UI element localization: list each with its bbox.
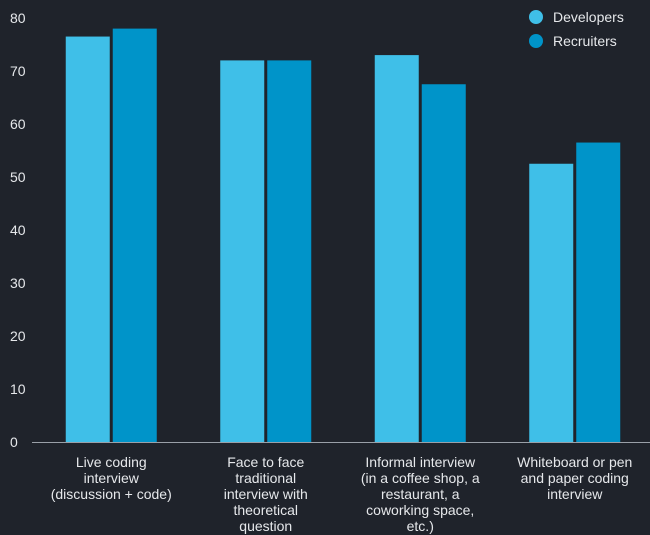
x-category-label-line: interview [84,470,140,486]
x-category-label: Whiteboard or pen and paper coding intervi… [517,454,632,502]
bar-developers-2 [220,60,265,443]
y-tick-label: 0 [10,434,18,450]
bar-recruiters-4 [576,142,621,443]
y-tick-label: 50 [10,169,26,185]
y-tick-label: 40 [10,222,26,238]
bar-developers-4 [529,163,574,442]
x-category-label: Face to face traditional interview with the… [224,454,308,534]
x-category-label-line: Face to face [227,454,304,470]
x-category-label-line: and paper coding [521,470,629,486]
x-category-label-line: question [239,518,292,534]
legend-label-developers: Developers [553,9,624,25]
bar-developers-3 [374,55,419,442]
y-tick-label: 70 [10,63,26,79]
x-axis-labels: Live coding interview (discussion + code)F… [51,454,633,534]
legend-swatch-recruiters [529,34,543,48]
x-category-label-line: Informal interview [365,454,476,470]
x-category-label-line: traditional [235,470,296,486]
x-category-label-line: restaurant, a [381,486,460,502]
x-category-label-line: interview with [224,486,308,502]
bar-developers-1 [65,36,110,443]
legend-swatch-developers [529,10,543,24]
x-category-label-line: coworking space, [366,502,474,518]
y-tick-label: 10 [10,381,26,397]
y-axis: 0 10 20 30 40 50 60 70 80 [10,10,26,450]
x-category-label-line: (discussion + code) [51,486,172,502]
x-category-label: Informal interview (in a coffee shop, a re… [361,454,480,534]
x-category-label-line: Whiteboard or pen [517,454,632,470]
x-category-label-line: theoretical [233,502,298,518]
x-category-label-line: Live coding [76,454,147,470]
x-category-label-line: (in a coffee shop, a [361,470,480,486]
x-category-label-line: etc.) [407,518,434,534]
bar-recruiters-3 [421,84,466,442]
bar-recruiters-2 [267,60,312,443]
legend-label-recruiters: Recruiters [553,33,617,49]
y-tick-label: 30 [10,275,26,291]
legend: Developers Recruiters [529,9,624,49]
y-tick-label: 20 [10,328,26,344]
bars [65,28,621,443]
y-tick-label: 60 [10,116,26,132]
x-category-label-line: interview [547,486,603,502]
x-category-label: Live coding interview (discussion + code) [51,454,172,502]
bar-recruiters-1 [112,28,157,442]
y-tick-label: 80 [10,10,26,26]
